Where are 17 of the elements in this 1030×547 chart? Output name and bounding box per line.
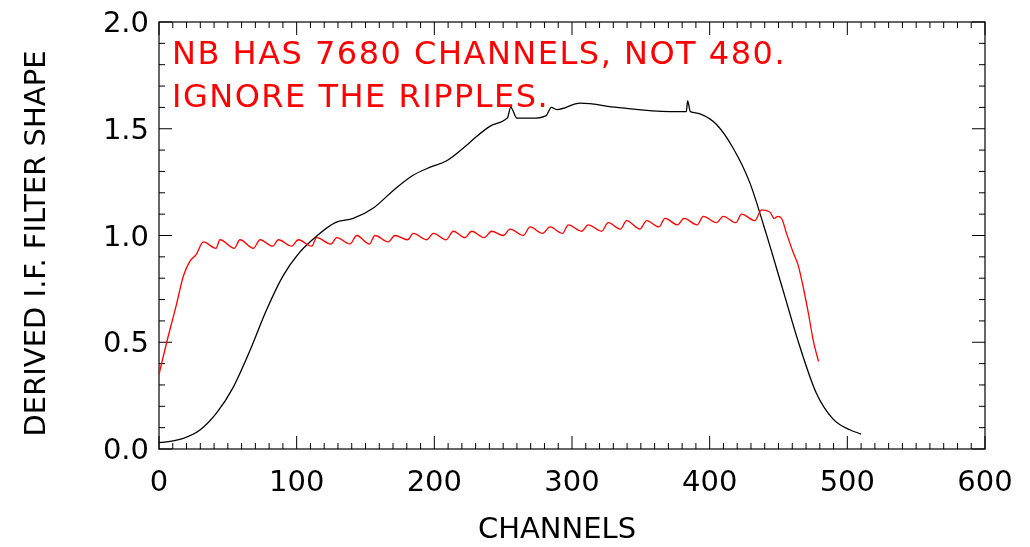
annotation: NB HAS 7680 CHANNELS, NOT 480. — [172, 34, 787, 72]
y-tick-label: 0.5 — [102, 325, 149, 360]
y-tick-label: 1.5 — [102, 111, 149, 146]
x-tick-label: 400 — [681, 464, 738, 498]
x-tick-label: 500 — [819, 464, 876, 498]
x-tick-label: 200 — [406, 464, 463, 498]
x-tick-label: 300 — [544, 464, 600, 498]
annotation: IGNORE THE RIPPLES. — [172, 77, 550, 115]
y-axis-title: DERIVED I.F. FILTER SHAPE — [18, 50, 52, 437]
y-tick-label: 1.0 — [102, 218, 149, 253]
line-series — [158, 209, 820, 375]
y-tick-label: 2.0 — [102, 5, 149, 39]
x-tick-label: 600 — [957, 464, 1013, 498]
x-tick-label: 100 — [268, 464, 325, 498]
y-tick-label: 0.0 — [102, 432, 149, 466]
x-axis-title: CHANNELS — [477, 511, 637, 545]
x-tick-label: 0 — [149, 464, 169, 498]
